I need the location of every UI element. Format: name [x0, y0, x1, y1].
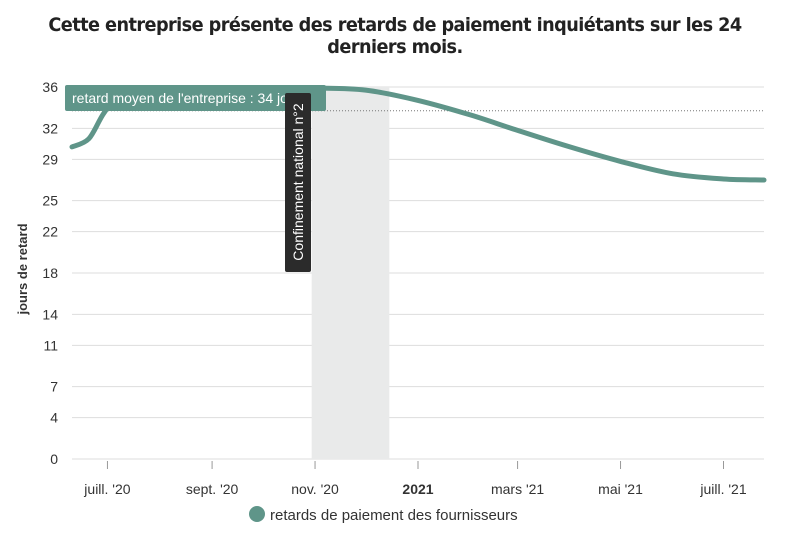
x-tick-label: mai '21 [598, 481, 643, 497]
x-tick-label: juill. '21 [699, 481, 746, 497]
y-tick-label: 36 [42, 79, 58, 95]
y-tick-label: 22 [42, 224, 58, 240]
legend-marker[interactable] [249, 506, 265, 522]
legend-label[interactable]: retards de paiement des fournisseurs [270, 507, 518, 524]
y-tick-label: 7 [50, 379, 58, 395]
legend[interactable]: retards de paiement des fournisseurs [249, 506, 518, 524]
band-badge-label: Confinement national n°2 [290, 103, 306, 261]
lockdown-band [311, 87, 390, 459]
y-tick-label: 25 [42, 193, 58, 209]
x-tick-label: mars '21 [491, 481, 544, 497]
y-tick-label: 4 [50, 410, 58, 426]
y-axis-label: jours de retard [15, 223, 30, 315]
annotations: retard moyen de l'entreprise : 34 joursC… [65, 85, 326, 272]
chart-title: Cette entreprise présente des retards de… [48, 14, 742, 58]
reference-badge-label: retard moyen de l'entreprise : 34 jours [72, 90, 307, 106]
reference-badge [65, 85, 326, 111]
x-tick-label: nov. '20 [291, 481, 339, 497]
x-axis: juill. '20 sept. '20 nov. '20 2021 mars '21 m… [83, 461, 747, 497]
x-tick-label: juill. '20 [83, 481, 130, 497]
y-tick-label: 14 [42, 306, 58, 322]
band-badge [285, 93, 311, 272]
y-tick-label: 0 [50, 451, 58, 467]
y-axis: 0 4 7 11 14 18 22 25 29 32 36 [42, 79, 58, 467]
grid [72, 86, 764, 460]
x-tick-label: 2021 [402, 481, 433, 497]
lockdown-band-rect [311, 87, 390, 459]
y-tick-label: 29 [42, 151, 58, 167]
y-tick-label: 32 [42, 120, 58, 136]
x-tick-label: sept. '20 [186, 481, 239, 497]
y-tick-label: 18 [42, 265, 58, 281]
y-tick-label: 11 [43, 337, 58, 353]
